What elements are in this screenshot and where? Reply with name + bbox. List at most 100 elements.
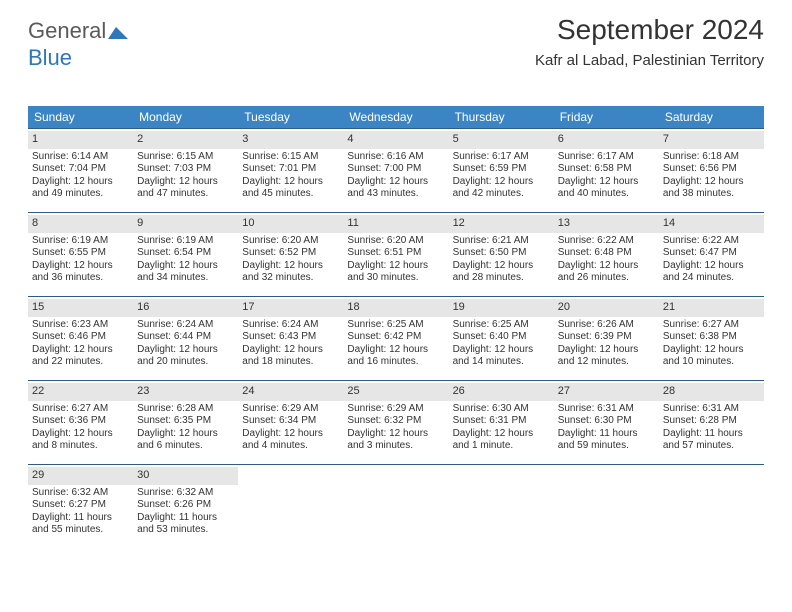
day-detail: Daylight: 11 hours — [137, 512, 234, 525]
day-number: 3 — [238, 131, 343, 149]
day-number: 12 — [449, 215, 554, 233]
calendar-cell: 1Sunrise: 6:14 AMSunset: 7:04 PMDaylight… — [28, 128, 133, 212]
calendar-cell: 18Sunrise: 6:25 AMSunset: 6:42 PMDayligh… — [343, 296, 448, 380]
dayhead-monday: Monday — [133, 106, 238, 128]
calendar-cell: 10Sunrise: 6:20 AMSunset: 6:52 PMDayligh… — [238, 212, 343, 296]
calendar-cell: 21 Sunrise: 6:27 AMSunset: 6:38 PMDayligh… — [659, 296, 764, 380]
calendar-cell: 13Sunrise: 6:22 AMSunset: 6:48 PMDayligh… — [554, 212, 659, 296]
day-detail: Sunrise: 6:32 AM — [137, 487, 234, 500]
day-number: 29 — [28, 467, 133, 485]
calendar-grid: SundayMondayTuesdayWednesdayThursdayFrid… — [28, 106, 764, 548]
day-detail: Sunrise: 6:24 AM — [137, 319, 234, 332]
day-number: 26 — [449, 383, 554, 401]
day-detail: Daylight: 12 hours — [347, 344, 444, 357]
day-detail: Sunrise: 6:15 AM — [242, 151, 339, 164]
day-detail: Daylight: 12 hours — [663, 344, 760, 357]
day-detail: Daylight: 12 hours — [32, 176, 129, 189]
day-detail: Sunrise: 6:17 AM — [558, 151, 655, 164]
day-detail: and 59 minutes. — [558, 440, 655, 453]
day-number: 17 — [238, 299, 343, 317]
day-detail: Sunrise: 6:19 AM — [137, 235, 234, 248]
day-detail: and 18 minutes. — [242, 356, 339, 369]
logo-text-1: General — [28, 18, 106, 43]
day-detail: Sunrise: 6:31 AM — [663, 403, 760, 416]
day-detail: Sunrise: 6:14 AM — [32, 151, 129, 164]
day-detail: Daylight: 11 hours — [663, 428, 760, 441]
day-detail: Daylight: 12 hours — [453, 428, 550, 441]
day-detail: Daylight: 12 hours — [347, 260, 444, 273]
day-number: 21 — [659, 299, 764, 317]
day-detail: Daylight: 12 hours — [137, 176, 234, 189]
day-number: 20 — [554, 299, 659, 317]
dayhead-tuesday: Tuesday — [238, 106, 343, 128]
day-number: 19 — [449, 299, 554, 317]
calendar-cell: 22Sunrise: 6:27 AMSunset: 6:36 PMDayligh… — [28, 380, 133, 464]
calendar-cell: 7Sunrise: 6:18 AMSunset: 6:56 PMDaylight… — [659, 128, 764, 212]
calendar-cell: 25Sunrise: 6:29 AMSunset: 6:32 PMDayligh… — [343, 380, 448, 464]
day-detail: Daylight: 12 hours — [32, 344, 129, 357]
calendar-cell: 16Sunrise: 6:24 AMSunset: 6:44 PMDayligh… — [133, 296, 238, 380]
day-detail: Sunrise: 6:22 AM — [663, 235, 760, 248]
day-detail: Sunrise: 6:28 AM — [137, 403, 234, 416]
day-detail: and 12 minutes. — [558, 356, 655, 369]
day-detail: Sunrise: 6:25 AM — [347, 319, 444, 332]
calendar-cell-empty — [449, 464, 554, 548]
day-detail: Daylight: 12 hours — [137, 428, 234, 441]
day-detail: Sunset: 6:35 PM — [137, 415, 234, 428]
day-detail: and 36 minutes. — [32, 272, 129, 285]
calendar-cell: 11Sunrise: 6:20 AMSunset: 6:51 PMDayligh… — [343, 212, 448, 296]
calendar-cell-empty — [343, 464, 448, 548]
day-detail: Sunset: 6:28 PM — [663, 415, 760, 428]
day-number: 16 — [133, 299, 238, 317]
day-detail: Sunrise: 6:19 AM — [32, 235, 129, 248]
day-detail: Daylight: 12 hours — [242, 260, 339, 273]
day-detail: and 38 minutes. — [663, 188, 760, 201]
day-detail: Daylight: 11 hours — [558, 428, 655, 441]
calendar-cell: 26Sunrise: 6:30 AMSunset: 6:31 PMDayligh… — [449, 380, 554, 464]
day-detail: Sunset: 7:04 PM — [32, 163, 129, 176]
day-detail: Daylight: 12 hours — [242, 176, 339, 189]
dayhead-thursday: Thursday — [449, 106, 554, 128]
day-detail: Sunrise: 6:27 AM — [663, 319, 760, 332]
day-detail: Sunset: 6:38 PM — [663, 331, 760, 344]
day-number: 8 — [28, 215, 133, 233]
logo: General Blue — [28, 18, 128, 71]
calendar-cell: 29Sunrise: 6:32 AMSunset: 6:27 PMDayligh… — [28, 464, 133, 548]
day-detail: and 34 minutes. — [137, 272, 234, 285]
day-detail: Daylight: 12 hours — [453, 260, 550, 273]
calendar-cell: 24Sunrise: 6:29 AMSunset: 6:34 PMDayligh… — [238, 380, 343, 464]
day-detail: Daylight: 12 hours — [558, 260, 655, 273]
day-detail: Daylight: 12 hours — [242, 428, 339, 441]
day-detail: and 4 minutes. — [242, 440, 339, 453]
day-detail: and 45 minutes. — [242, 188, 339, 201]
day-detail: Sunset: 6:56 PM — [663, 163, 760, 176]
logo-triangle-icon — [108, 19, 128, 45]
day-detail: Sunset: 6:36 PM — [32, 415, 129, 428]
day-detail: and 32 minutes. — [242, 272, 339, 285]
calendar-cell: 5Sunrise: 6:17 AMSunset: 6:59 PMDaylight… — [449, 128, 554, 212]
day-number: 23 — [133, 383, 238, 401]
day-number: 25 — [343, 383, 448, 401]
calendar-cell: 9Sunrise: 6:19 AMSunset: 6:54 PMDaylight… — [133, 212, 238, 296]
page-subtitle: Kafr al Labad, Palestinian Territory — [535, 52, 764, 69]
day-detail: Sunrise: 6:17 AM — [453, 151, 550, 164]
day-number: 28 — [659, 383, 764, 401]
day-detail: and 47 minutes. — [137, 188, 234, 201]
day-detail: Daylight: 12 hours — [32, 428, 129, 441]
day-detail: and 28 minutes. — [453, 272, 550, 285]
day-detail: and 55 minutes. — [32, 524, 129, 537]
day-number: 11 — [343, 215, 448, 233]
day-detail: Sunset: 6:54 PM — [137, 247, 234, 260]
day-detail: and 22 minutes. — [32, 356, 129, 369]
calendar-cell-empty — [238, 464, 343, 548]
day-detail: Sunset: 6:34 PM — [242, 415, 339, 428]
calendar-cell: 6Sunrise: 6:17 AMSunset: 6:58 PMDaylight… — [554, 128, 659, 212]
day-detail: Sunrise: 6:15 AM — [137, 151, 234, 164]
day-detail: Sunrise: 6:20 AM — [347, 235, 444, 248]
day-detail: Sunset: 6:40 PM — [453, 331, 550, 344]
day-detail: Sunrise: 6:26 AM — [558, 319, 655, 332]
calendar-cell-empty — [554, 464, 659, 548]
day-number: 14 — [659, 215, 764, 233]
day-detail: Sunset: 6:44 PM — [137, 331, 234, 344]
day-detail: Daylight: 11 hours — [32, 512, 129, 525]
